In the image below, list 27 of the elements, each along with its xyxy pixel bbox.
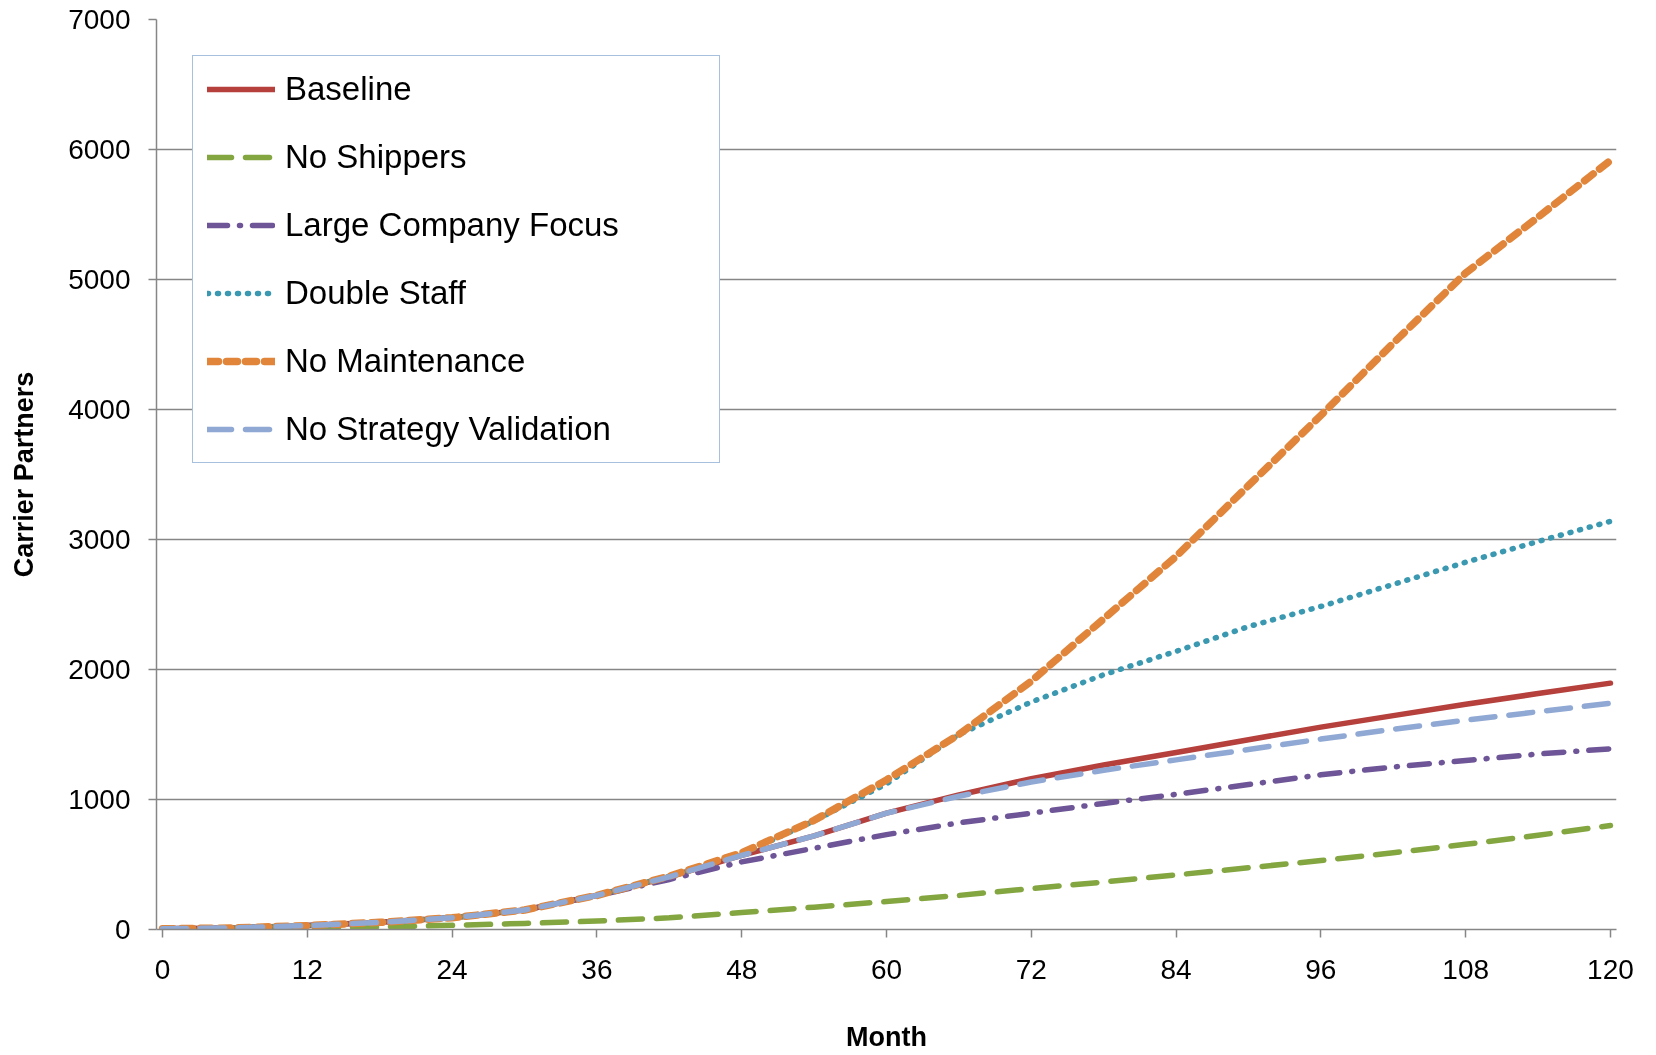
y-tick-label: 2000	[68, 654, 131, 685]
y-tick-label: 0	[114, 914, 131, 945]
y-tick-label: 1000	[68, 784, 131, 815]
legend-label: No Strategy Validation	[285, 410, 612, 448]
x-tick-label: 60	[870, 953, 903, 985]
x-tick-label: 0	[154, 953, 171, 985]
legend-label: Large Company Focus	[285, 206, 620, 244]
x-tick-label: 120	[1587, 953, 1634, 985]
x-tick-label: 72	[1015, 953, 1047, 985]
y-tick-label: 3000	[68, 524, 131, 555]
x-tick-label: 48	[726, 953, 758, 985]
x-tick-label: 12	[291, 953, 323, 985]
legend-label: No Shippers	[285, 138, 468, 176]
legend-label: No Maintenance	[285, 342, 527, 380]
y-axis-title: Carrier Partners	[9, 371, 40, 578]
x-tick-label: 84	[1160, 953, 1192, 985]
legend-label: Baseline	[285, 70, 413, 108]
y-tick-label: 5000	[68, 264, 131, 295]
legend-label: Double Staff	[285, 274, 468, 312]
y-tick-label: 4000	[68, 394, 131, 425]
x-tick-label: 24	[436, 953, 468, 985]
x-axis-title: Month	[846, 1021, 927, 1052]
y-tick-label: 6000	[68, 134, 131, 165]
y-tick-label: 7000	[68, 4, 131, 35]
x-tick-label: 96	[1305, 953, 1337, 985]
x-tick-label: 36	[581, 953, 613, 985]
x-tick-label: 108	[1442, 953, 1490, 985]
